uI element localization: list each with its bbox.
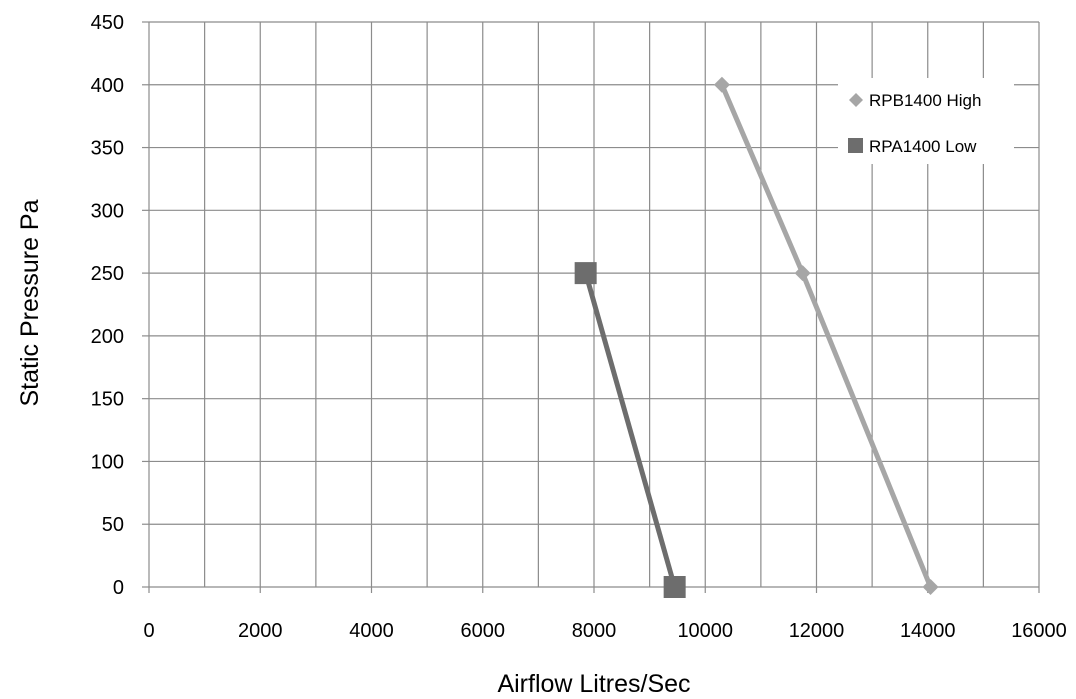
series-line-rpa1400-low (583, 272, 678, 588)
y-axis-ticks: 0 50 100 150 200 250 300 350 400 450 (91, 12, 124, 599)
x-tick-label: 14000 (900, 620, 956, 642)
legend-label-rpb1400-high: RPB1400 High (869, 91, 981, 110)
series-rpa1400-low (574, 262, 686, 598)
y-axis-title: Static Pressure Pa (16, 199, 44, 406)
legend-box (838, 78, 1014, 164)
series-rpb1400-high (713, 76, 939, 595)
y-tick-label: 200 (91, 326, 124, 348)
legend-marker-rpa1400-low (848, 138, 863, 153)
legend-marker-rpb1400-high (849, 93, 863, 107)
data-point-rpb1400-high (713, 76, 730, 93)
x-tick-label: 8000 (572, 620, 617, 642)
y-tick-label: 300 (91, 200, 124, 222)
x-tick-label: 0 (143, 620, 154, 642)
x-tick-label: 16000 (1011, 620, 1067, 642)
legend: RPB1400 High RPA1400 Low (838, 78, 1014, 164)
y-tick-label: 350 (91, 138, 124, 160)
x-tick-label: 6000 (461, 620, 506, 642)
data-point-rpa1400-low (663, 576, 686, 598)
x-tick-label: 10000 (677, 620, 733, 642)
data-point-rpa1400-low (574, 262, 597, 285)
x-tick-label: 12000 (789, 620, 845, 642)
y-tick-label: 150 (91, 389, 124, 411)
y-tick-label: 0 (113, 577, 124, 599)
x-axis-title: Airflow Litres/Sec (497, 670, 690, 698)
y-tick-label: 400 (91, 75, 124, 97)
x-tick-label: 2000 (238, 620, 283, 642)
y-tick-label: 250 (91, 263, 124, 285)
x-tick-label: 4000 (349, 620, 394, 642)
y-tick-label: 100 (91, 451, 124, 473)
y-tick-label: 50 (102, 514, 124, 536)
y-tick-label: 450 (91, 12, 124, 34)
data-point-rpb1400-high (922, 579, 939, 595)
series-layer (574, 76, 939, 598)
x-axis-ticks: 0 2000 4000 6000 8000 10000 12000 14000 16000 (143, 620, 1066, 642)
legend-label-rpa1400-low: RPA1400 Low (869, 137, 977, 156)
data-point-rpb1400-high (794, 265, 811, 282)
